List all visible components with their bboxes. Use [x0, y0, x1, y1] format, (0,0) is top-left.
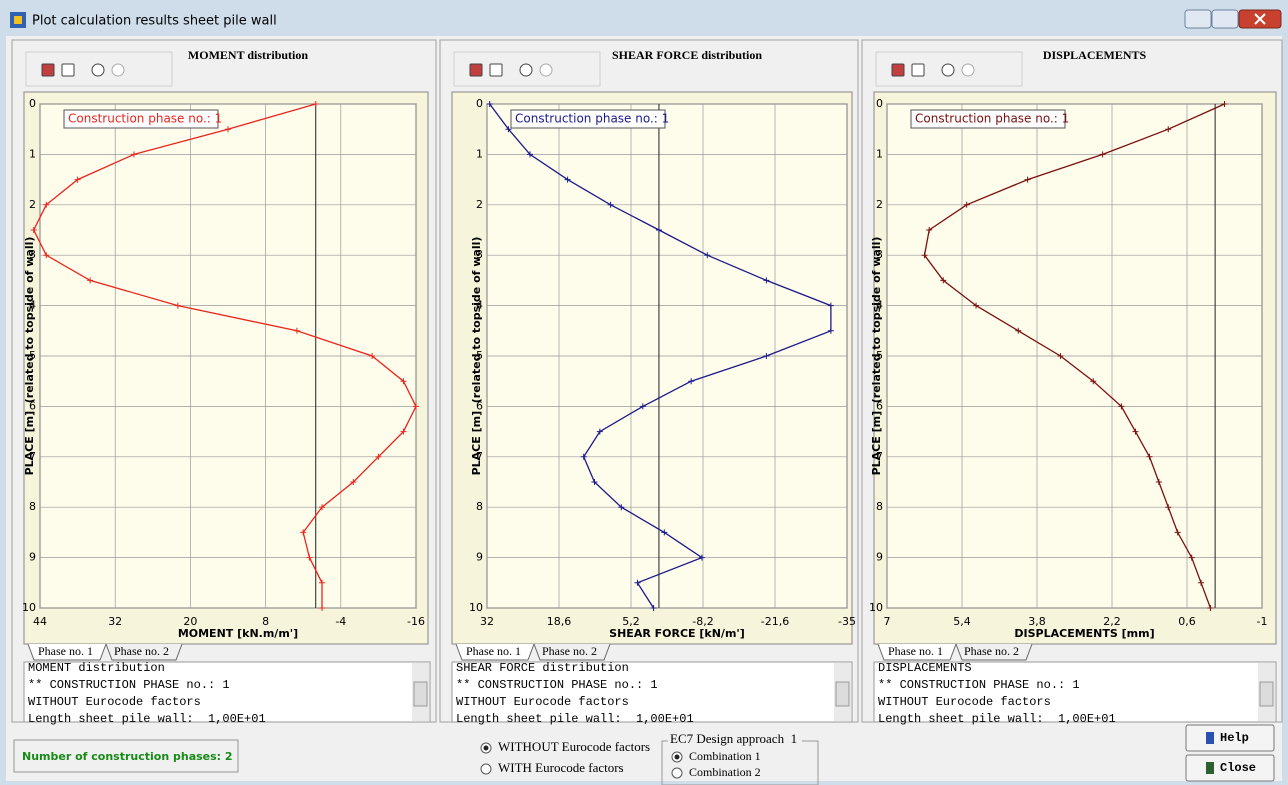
x-axis-label: DISPLACEMENTS [mm] — [1014, 627, 1154, 640]
maximize-button[interactable] — [1212, 10, 1238, 28]
y-tick-label: 2 — [476, 198, 483, 211]
button-label: Close — [1220, 761, 1256, 775]
legend-text: Construction phase no.: 1 — [915, 112, 1069, 126]
y-axis-label: PLACE [m] (related to topside of wall) — [23, 237, 36, 476]
print-button[interactable] — [490, 64, 502, 76]
print-button[interactable] — [62, 64, 74, 76]
zoom-out-button[interactable] — [112, 64, 124, 76]
radio-button[interactable] — [672, 768, 682, 778]
tab-label: Phase no. 2 — [114, 644, 169, 658]
y-tick-label: 0 — [29, 97, 36, 110]
report-line: ** CONSTRUCTION PHASE no.: 1 — [878, 678, 1080, 692]
app-icon-inner — [14, 16, 22, 24]
y-tick-label: 1 — [876, 147, 883, 160]
x-tick-label: -16 — [407, 615, 425, 628]
report-line: DISPLACEMENTS — [878, 661, 972, 675]
tab-label: Phase no. 2 — [542, 644, 597, 658]
radio-button[interactable] — [481, 764, 491, 774]
zoom-out-button[interactable] — [962, 64, 974, 76]
x-axis-label: SHEAR FORCE [kN/m'] — [609, 627, 745, 640]
zoom-in-button[interactable] — [92, 64, 104, 76]
y-tick-label: 2 — [29, 198, 36, 211]
tab-label: Phase no. 1 — [888, 644, 943, 658]
radio-dot — [484, 746, 489, 751]
report-line: ** CONSTRUCTION PHASE no.: 1 — [456, 678, 658, 692]
export-button[interactable] — [42, 64, 54, 76]
export-button[interactable] — [892, 64, 904, 76]
x-axis-label: MOMENT [kN.m/m'] — [178, 627, 298, 640]
tab-label: Phase no. 1 — [38, 644, 93, 658]
scroll-thumb[interactable] — [1260, 682, 1273, 706]
x-tick-label: -1 — [1257, 615, 1268, 628]
x-tick-label: -35 — [838, 615, 856, 628]
report-line: Length sheet pile wall: 1,00E+01 — [456, 712, 694, 726]
y-tick-label: 2 — [876, 198, 883, 211]
radio-dot — [675, 755, 680, 760]
status-text: Number of construction phases: 2 — [22, 750, 233, 763]
group-title: EC7 Design approach 1 — [670, 731, 797, 746]
report-line: WITHOUT Eurocode factors — [28, 695, 201, 709]
report-line: Length sheet pile wall: 1,00E+01 — [878, 712, 1116, 726]
report-line: WITHOUT Eurocode factors — [456, 695, 629, 709]
x-tick-label: 32 — [480, 615, 494, 628]
tab-label: Phase no. 1 — [466, 644, 521, 658]
x-tick-label: -21,6 — [761, 615, 789, 628]
x-tick-label: -4 — [335, 615, 346, 628]
radio-label: Combination 2 — [689, 765, 761, 779]
x-tick-label: 5,4 — [953, 615, 971, 628]
minimize-button[interactable] — [1185, 10, 1211, 28]
x-tick-label: 32 — [108, 615, 122, 628]
x-tick-label: 18,6 — [547, 615, 572, 628]
y-tick-label: 8 — [476, 500, 483, 513]
y-tick-label: 9 — [876, 551, 883, 564]
radio-label: Combination 1 — [689, 749, 761, 763]
report-line: MOMENT distribution — [28, 661, 165, 675]
y-tick-label: 9 — [476, 551, 483, 564]
y-tick-label: 8 — [29, 500, 36, 513]
button-icon — [1206, 732, 1214, 744]
tab-label: Phase no. 2 — [964, 644, 1019, 658]
scroll-thumb[interactable] — [836, 682, 849, 706]
panel-title: SHEAR FORCE distribution — [612, 48, 762, 62]
window: Plot calculation results sheet pile wall… — [0, 0, 1288, 785]
y-tick-label: 0 — [876, 97, 883, 110]
legend-text: Construction phase no.: 1 — [68, 112, 222, 126]
y-tick-label: 1 — [476, 147, 483, 160]
y-tick-label: 1 — [29, 147, 36, 160]
button-label: Help — [1220, 731, 1249, 745]
report-line: SHEAR FORCE distribution — [456, 661, 629, 675]
x-tick-label: 44 — [33, 615, 47, 628]
panel-title: MOMENT distribution — [188, 48, 308, 62]
zoom-in-button[interactable] — [520, 64, 532, 76]
y-axis-label: PLACE [m] (related to topside of wall) — [870, 237, 883, 476]
export-button[interactable] — [470, 64, 482, 76]
window-title: Plot calculation results sheet pile wall — [32, 14, 277, 29]
y-tick-label: 9 — [29, 551, 36, 564]
print-button[interactable] — [912, 64, 924, 76]
radio-label: WITH Eurocode factors — [498, 760, 624, 775]
x-tick-label: 0,6 — [1178, 615, 1196, 628]
y-tick-label: 10 — [469, 601, 483, 614]
x-tick-label: 7 — [884, 615, 891, 628]
scroll-thumb[interactable] — [414, 682, 427, 706]
zoom-out-button[interactable] — [540, 64, 552, 76]
report-line: ** CONSTRUCTION PHASE no.: 1 — [28, 678, 230, 692]
report-line: Length sheet pile wall: 1,00E+01 — [28, 712, 266, 726]
button-icon — [1206, 762, 1214, 774]
y-tick-label: 10 — [22, 601, 36, 614]
y-tick-label: 8 — [876, 500, 883, 513]
radio-label: WITHOUT Eurocode factors — [498, 739, 650, 754]
zoom-in-button[interactable] — [942, 64, 954, 76]
y-axis-label: PLACE [m] (related to topside of wall) — [470, 237, 483, 476]
legend-text: Construction phase no.: 1 — [515, 112, 669, 126]
report-line: WITHOUT Eurocode factors — [878, 695, 1051, 709]
y-tick-label: 0 — [476, 97, 483, 110]
panel-title: DISPLACEMENTS — [1043, 48, 1147, 62]
y-tick-label: 10 — [869, 601, 883, 614]
